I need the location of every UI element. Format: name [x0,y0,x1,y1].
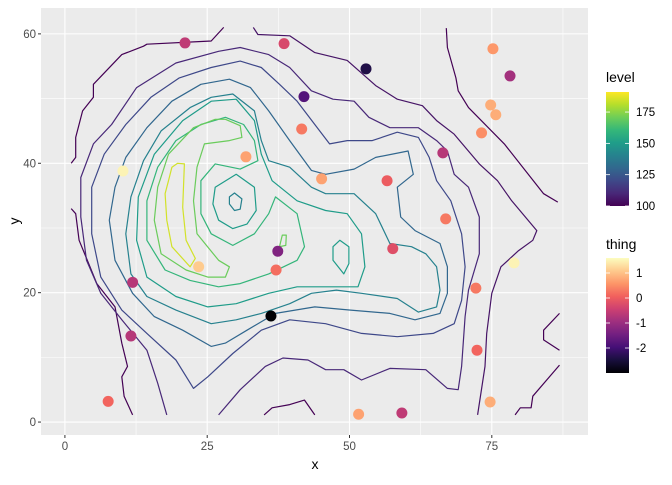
scatter-point [381,175,393,187]
scatter-point [485,99,497,111]
contour-line-130 [108,78,448,347]
scatter-point [437,147,449,159]
scatter-point [470,282,482,294]
scatter-point [272,245,284,257]
scatter-point [504,70,516,82]
scatter-point [125,330,137,342]
contour-line-110 [80,46,480,416]
scatter-point [353,408,365,420]
legend-thing-title: thing [606,236,636,252]
scatter-point [270,264,282,276]
scatter-point [360,63,372,75]
contour-line-170 [153,118,243,278]
y-tick-label: 20 [23,288,36,300]
y-tick-label: 0 [30,417,36,429]
contour-line-140 [125,93,441,325]
y-tick-label: 60 [23,29,36,41]
legend-level-tick-label: 150 [636,138,655,150]
scatter-point [298,91,310,103]
x-tick-label: 75 [485,441,498,453]
legend-thing-tick-label: -2 [636,343,646,355]
contour-line-100 [70,26,225,164]
scatter-point [487,43,499,55]
scatter-point [127,276,139,288]
contour-line-150 [332,239,350,275]
scatter-point [387,243,399,255]
y-tick-label: 40 [23,158,36,170]
scatter-point [484,396,496,408]
x-tick-label: 0 [62,441,68,453]
scatter-point [240,151,252,163]
scatter-point [440,213,452,225]
scatter-point [396,407,408,419]
scatter-point [265,310,277,322]
scatter-point [296,123,308,135]
legend-level-tick-label: 100 [636,201,655,213]
contour-line-150 [212,173,257,230]
scatter-point [117,165,129,177]
y-axis-title: y [6,218,22,225]
contour-line-150 [136,98,366,308]
legend-thing: thing 1 0 -1 -2 [606,236,646,373]
legend-level-tick-label: 125 [636,170,655,182]
scatter-point [193,261,205,273]
contour-line-100 [70,208,134,416]
scatter-point [508,257,520,269]
contour-line-140 [228,192,243,212]
contour-line-105 [252,27,538,415]
legend-level-colorbar [606,92,629,206]
contour-line-100 [445,28,559,203]
contour-line-100 [263,399,316,416]
scatter-point [471,344,483,356]
contour-lines [70,26,560,416]
plot-panel [41,8,588,435]
contour-line-160 [146,116,306,288]
contour-line-100 [543,312,560,351]
legend-thing-colorbar [606,258,629,373]
scatter-point [179,37,191,49]
scatter-point [316,173,328,185]
x-axis-title: x [312,456,319,472]
legend-level-title: level [606,69,635,85]
legend-level-tick-label: 175 [636,107,655,119]
contour-line-120 [91,60,466,389]
legend-thing-tick-label: 0 [636,293,642,305]
x-tick-label: 25 [201,441,214,453]
scatter-point [490,109,502,121]
legend-thing-tick-label: 1 [636,268,642,280]
contour-line-185 [164,162,196,268]
scatter-point [102,395,114,407]
legend-thing-tick-label: -1 [636,318,646,330]
scatter-point [278,38,290,50]
scatter-point [476,127,488,139]
scatter-points [102,37,520,420]
x-tick-label: 50 [343,441,356,453]
contour-line-100 [514,364,560,416]
legend-level: level 175 150 125 100 [606,69,655,213]
contour-line-170 [278,234,287,248]
axes: 0 25 50 75 0 20 40 60 [23,29,498,453]
